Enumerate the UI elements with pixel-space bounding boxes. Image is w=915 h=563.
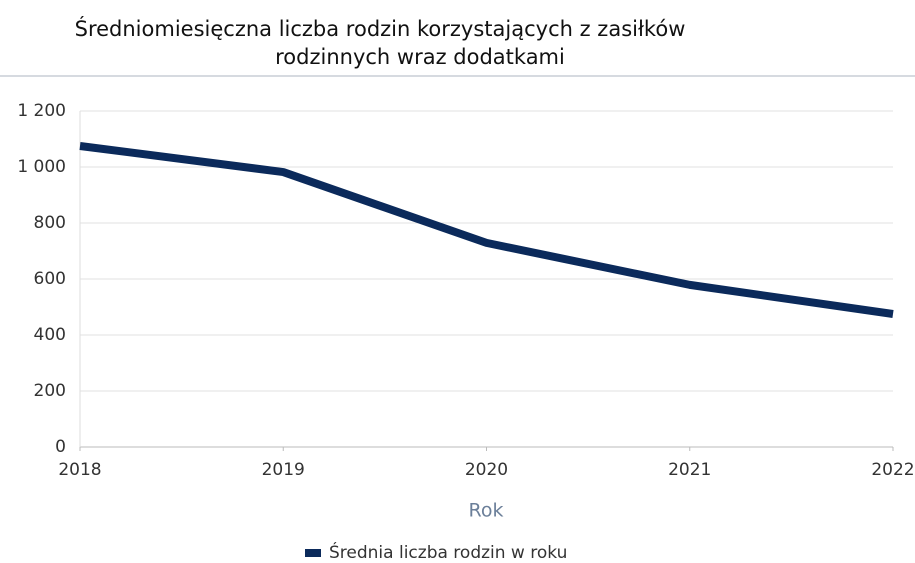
x-tick-label: 2018 (58, 460, 101, 480)
chart-title: rodzinnych wraz dodatkami (275, 45, 565, 69)
line (79, 142, 894, 318)
y-tick-label: 600 (34, 269, 66, 289)
y-tick-label: 0 (55, 437, 66, 457)
x-axis-label: Rok (469, 500, 504, 522)
x-tick-label: 2019 (262, 460, 305, 480)
chart-title: Średniomiesięczna liczba rodzin korzysta… (75, 16, 686, 41)
y-tick-label: 400 (34, 325, 66, 345)
y-tick-label: 1 000 (17, 157, 66, 177)
y-tick-label: 200 (34, 381, 66, 401)
legend-label: Średnia liczba rodzin w roku (329, 541, 567, 563)
legend-swatch (305, 549, 321, 557)
y-tick-label: 800 (34, 213, 66, 233)
x-tick-label: 2022 (871, 460, 914, 480)
x-tick-label: 2020 (465, 460, 508, 480)
y-tick-label: 1 200 (17, 101, 66, 121)
x-tick-label: 2021 (668, 460, 711, 480)
